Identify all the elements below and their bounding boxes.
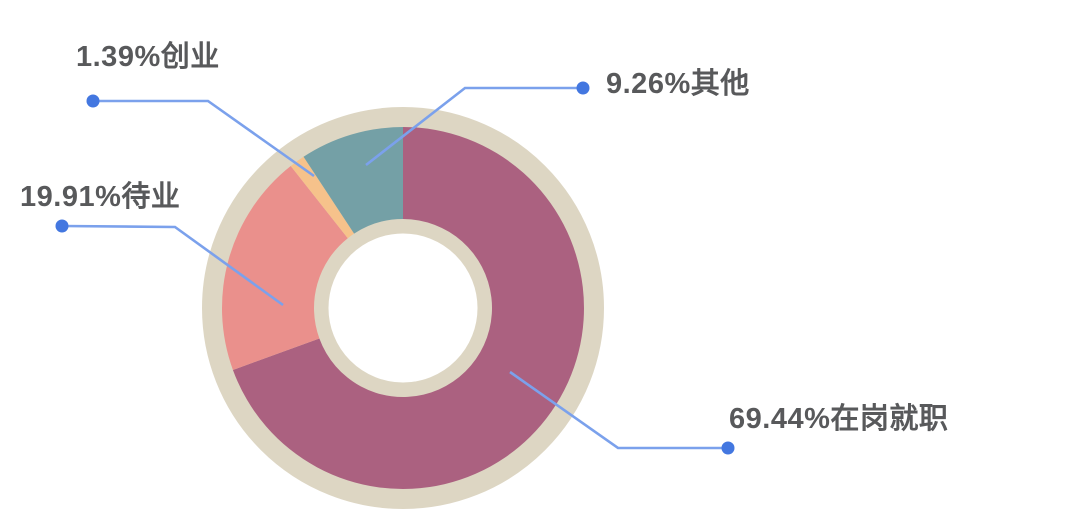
slice-label-zaigang: 69.44%在岗就职 <box>729 403 949 435</box>
callout-line-chuangye <box>93 99 315 178</box>
callout-line-zaigang <box>509 370 728 450</box>
donut-slice-在岗就职 <box>232 127 584 490</box>
slice-label-qita: 9.26%其他 <box>606 68 750 100</box>
donut-slice-待业 <box>221 166 348 370</box>
callout-dot-daiye <box>55 219 69 233</box>
callout-line-daiye <box>61 224 284 307</box>
slice-label-chuangye: 1.39%创业 <box>76 41 220 73</box>
donut-slice-创业 <box>290 156 355 239</box>
callout-dot-qita <box>576 81 590 95</box>
donut-slice-其他 <box>303 127 403 234</box>
callout-line-qita <box>365 86 583 167</box>
donut-slices <box>221 127 584 490</box>
slice-label-daiye: 19.91%待业 <box>20 181 181 213</box>
callout-dot-zaigang <box>721 441 735 455</box>
callout-dot-chuangye <box>86 94 100 108</box>
